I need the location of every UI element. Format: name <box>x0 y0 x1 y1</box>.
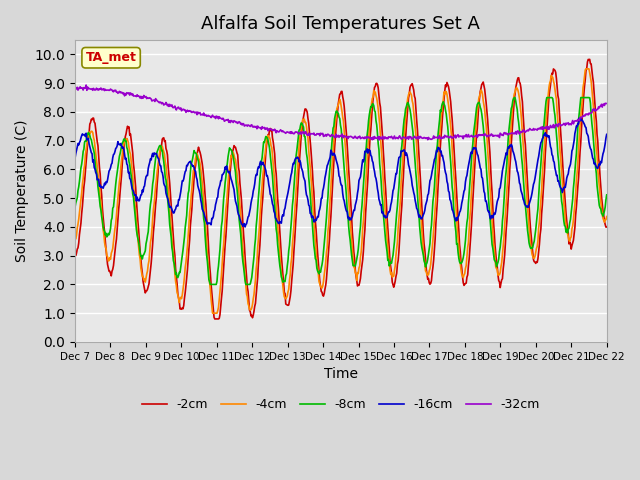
Y-axis label: Soil Temperature (C): Soil Temperature (C) <box>15 120 29 262</box>
-4cm <box>209 310 216 316</box>
-4cm <box>71 235 79 241</box>
-4cm <box>422 268 429 274</box>
-4cm <box>189 168 197 173</box>
Text: TA_met: TA_met <box>86 51 136 64</box>
-8cm <box>511 95 518 100</box>
-8cm <box>136 244 143 250</box>
-8cm <box>422 264 429 270</box>
-2cm <box>71 252 79 258</box>
-16cm <box>241 224 249 230</box>
-2cm <box>586 57 593 62</box>
-2cm <box>136 238 143 243</box>
-32cm <box>83 82 90 88</box>
-32cm <box>71 86 79 92</box>
X-axis label: Time: Time <box>324 367 358 381</box>
-16cm <box>189 163 197 168</box>
-2cm <box>218 288 226 294</box>
-32cm <box>136 95 144 101</box>
-4cm <box>81 163 88 168</box>
-32cm <box>603 101 611 107</box>
-16cm <box>81 132 88 137</box>
-2cm <box>406 84 414 90</box>
-2cm <box>422 255 429 261</box>
Line: -32cm: -32cm <box>75 85 607 140</box>
-16cm <box>71 156 79 161</box>
-4cm <box>218 261 226 267</box>
-16cm <box>406 168 414 174</box>
-32cm <box>407 134 415 140</box>
-16cm <box>603 132 611 137</box>
-32cm <box>422 135 430 141</box>
-8cm <box>81 139 88 144</box>
-8cm <box>207 282 214 288</box>
-4cm <box>603 214 611 219</box>
-2cm <box>603 224 611 230</box>
Legend: -2cm, -4cm, -8cm, -16cm, -32cm: -2cm, -4cm, -8cm, -16cm, -32cm <box>137 394 545 417</box>
-32cm <box>375 137 383 143</box>
-32cm <box>218 116 226 122</box>
Title: Alfalfa Soil Temperatures Set A: Alfalfa Soil Temperatures Set A <box>202 15 480 33</box>
-2cm <box>211 316 219 322</box>
-8cm <box>603 192 611 198</box>
Line: -8cm: -8cm <box>75 97 607 285</box>
-32cm <box>81 85 88 91</box>
-16cm <box>218 178 225 183</box>
-16cm <box>575 115 583 121</box>
-8cm <box>189 152 197 158</box>
-4cm <box>406 89 414 95</box>
Line: -16cm: -16cm <box>75 118 607 227</box>
-16cm <box>136 198 143 204</box>
-32cm <box>190 109 198 115</box>
-4cm <box>136 252 143 258</box>
-8cm <box>71 204 79 210</box>
Line: -4cm: -4cm <box>75 69 607 313</box>
-2cm <box>189 186 197 192</box>
-2cm <box>81 178 88 184</box>
-8cm <box>406 107 414 112</box>
-16cm <box>422 203 429 208</box>
Line: -2cm: -2cm <box>75 60 607 319</box>
-8cm <box>218 218 226 224</box>
-4cm <box>582 66 590 72</box>
